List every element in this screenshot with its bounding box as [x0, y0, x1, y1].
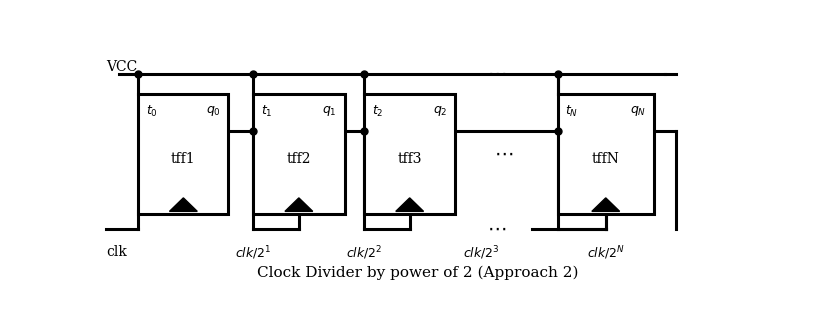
Text: $q_N$: $q_N$	[630, 104, 646, 117]
Polygon shape	[285, 198, 313, 211]
Bar	[253, 94, 344, 214]
Bar	[364, 94, 455, 214]
Text: VCC: VCC	[106, 60, 137, 74]
Bar	[557, 94, 654, 214]
Text: $t_0$: $t_0$	[146, 104, 158, 119]
Bar	[139, 94, 228, 214]
Text: $t_1$: $t_1$	[261, 104, 273, 119]
Polygon shape	[396, 198, 424, 211]
Text: $q_1$: $q_1$	[322, 104, 337, 117]
Text: $clk/2^1$: $clk/2^1$	[235, 245, 272, 262]
Text: tffN: tffN	[592, 152, 619, 166]
Text: ⋯: ⋯	[495, 144, 515, 163]
Text: $q_2$: $q_2$	[433, 104, 448, 117]
Text: $clk/2^N$: $clk/2^N$	[587, 245, 625, 262]
Text: clk: clk	[106, 245, 126, 259]
Text: tff2: tff2	[286, 152, 311, 166]
Text: tff3: tff3	[397, 152, 422, 166]
Text: $q_0$: $q_0$	[206, 104, 221, 117]
Polygon shape	[170, 198, 197, 211]
Text: tff1: tff1	[171, 152, 196, 166]
Text: $t_2$: $t_2$	[371, 104, 383, 119]
Polygon shape	[592, 198, 619, 211]
Text: $t_N$: $t_N$	[565, 104, 579, 119]
Text: $clk/2^3$: $clk/2^3$	[463, 245, 500, 262]
Text: ⋯: ⋯	[487, 65, 507, 84]
Text: Clock Divider by power of 2 (Approach 2): Clock Divider by power of 2 (Approach 2)	[258, 265, 579, 280]
Text: $clk/2^2$: $clk/2^2$	[346, 245, 382, 262]
Text: ⋯: ⋯	[487, 220, 507, 239]
